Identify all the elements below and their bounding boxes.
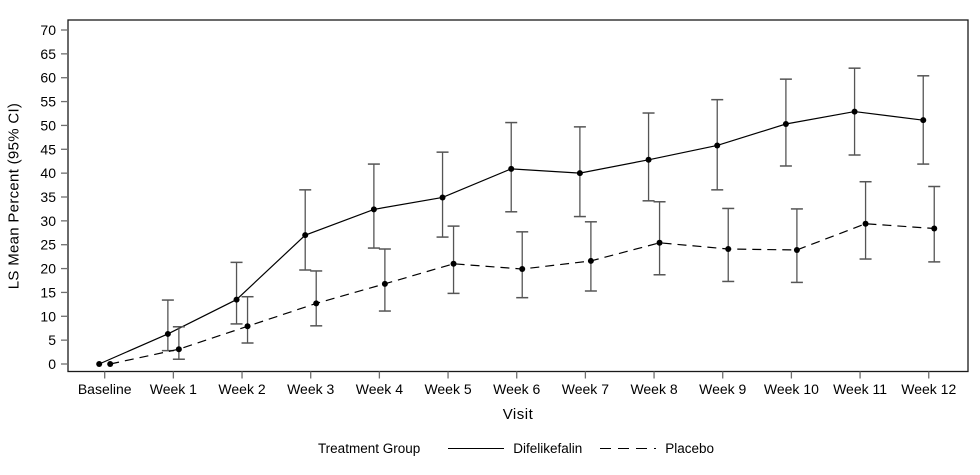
x-tick-label: Week 5 (424, 381, 471, 397)
data-point-difelikefalin-5 (439, 194, 446, 201)
x-tick-label: Week 7 (562, 381, 609, 397)
data-point-difelikefalin-3 (302, 232, 309, 239)
data-point-difelikefalin-9 (714, 142, 721, 149)
legend-label-difelikefalin: Difelikefalin (513, 441, 583, 456)
data-point-placebo-0 (107, 361, 114, 367)
data-point-placebo-4 (381, 280, 388, 287)
y-tick-label: 5 (48, 332, 56, 348)
y-tick-label: 15 (40, 284, 56, 300)
data-point-placebo-9 (725, 246, 732, 253)
series-difelikefalin (96, 67, 930, 367)
data-point-difelikefalin-1 (164, 330, 171, 337)
data-point-difelikefalin-6 (508, 165, 515, 172)
legend-line-sample-solid (448, 448, 505, 449)
legend-title: Treatment Group (317, 441, 421, 456)
y-tick-label: 60 (40, 70, 56, 86)
data-point-placebo-1 (175, 346, 182, 353)
data-point-placebo-6 (519, 266, 526, 273)
x-tick-label: Week 11 (833, 381, 887, 397)
data-point-difelikefalin-10 (782, 120, 789, 127)
y-tick-label: 20 (40, 261, 56, 277)
y-axis-title: LS Mean Percent (95% CI) (5, 102, 23, 290)
y-tick-label: 30 (40, 213, 56, 229)
x-tick-label: Week 12 (901, 381, 956, 397)
data-point-difelikefalin-12 (920, 117, 927, 124)
data-point-placebo-3 (313, 300, 320, 307)
x-tick-label: Week 1 (150, 381, 197, 397)
x-tick-label: Week 3 (287, 381, 334, 397)
data-point-placebo-12 (931, 225, 938, 232)
data-point-placebo-10 (793, 246, 800, 253)
data-point-placebo-8 (656, 239, 663, 246)
data-point-placebo-11 (862, 220, 869, 227)
series-placebo (107, 180, 941, 367)
data-point-difelikefalin-2 (233, 296, 240, 303)
legend: Treatment Group Difelikefalin Placebo (68, 441, 968, 456)
y-tick-label: 35 (40, 189, 56, 205)
y-tick-label: 70 (40, 22, 56, 38)
y-tick-label: 40 (40, 165, 56, 181)
y-tick-label: 50 (40, 117, 56, 133)
x-tick-label: Week 8 (630, 381, 677, 397)
data-point-difelikefalin-4 (370, 206, 377, 213)
y-axis: 0 5 10 15 20 25 30 35 40 45 50 55 60 65 70 (40, 22, 68, 372)
x-axis: Baseline Week 1 Week 2 Week 3 Week 4 Week 5 We… (78, 371, 956, 397)
x-tick-label: Week 2 (218, 381, 265, 397)
x-tick-label: Week 6 (493, 381, 540, 397)
data-point-difelikefalin-7 (576, 170, 583, 177)
x-tick-label: Week 9 (699, 381, 746, 397)
x-axis-title: Visit (502, 406, 534, 423)
legend-label-placebo: Placebo (665, 441, 715, 456)
x-tick-label: Week 4 (356, 381, 403, 397)
x-tick-label: Week 10 (764, 381, 819, 397)
y-tick-label: 0 (48, 356, 56, 372)
data-point-difelikefalin-11 (851, 108, 858, 115)
data-point-placebo-7 (587, 257, 594, 264)
data-point-difelikefalin-8 (645, 156, 652, 163)
data-point-difelikefalin-0 (96, 361, 103, 367)
y-tick-label: 10 (40, 308, 56, 324)
y-tick-label: 65 (40, 46, 56, 62)
x-tick-label: Baseline (78, 381, 132, 397)
legend-line-sample-dashed (600, 447, 657, 450)
data-point-placebo-2 (244, 323, 251, 330)
y-tick-label: 25 (40, 237, 56, 253)
data-point-placebo-5 (450, 260, 457, 267)
plot-frame (67, 19, 969, 373)
y-tick-label: 55 (40, 94, 56, 110)
y-tick-label: 45 (40, 141, 56, 157)
